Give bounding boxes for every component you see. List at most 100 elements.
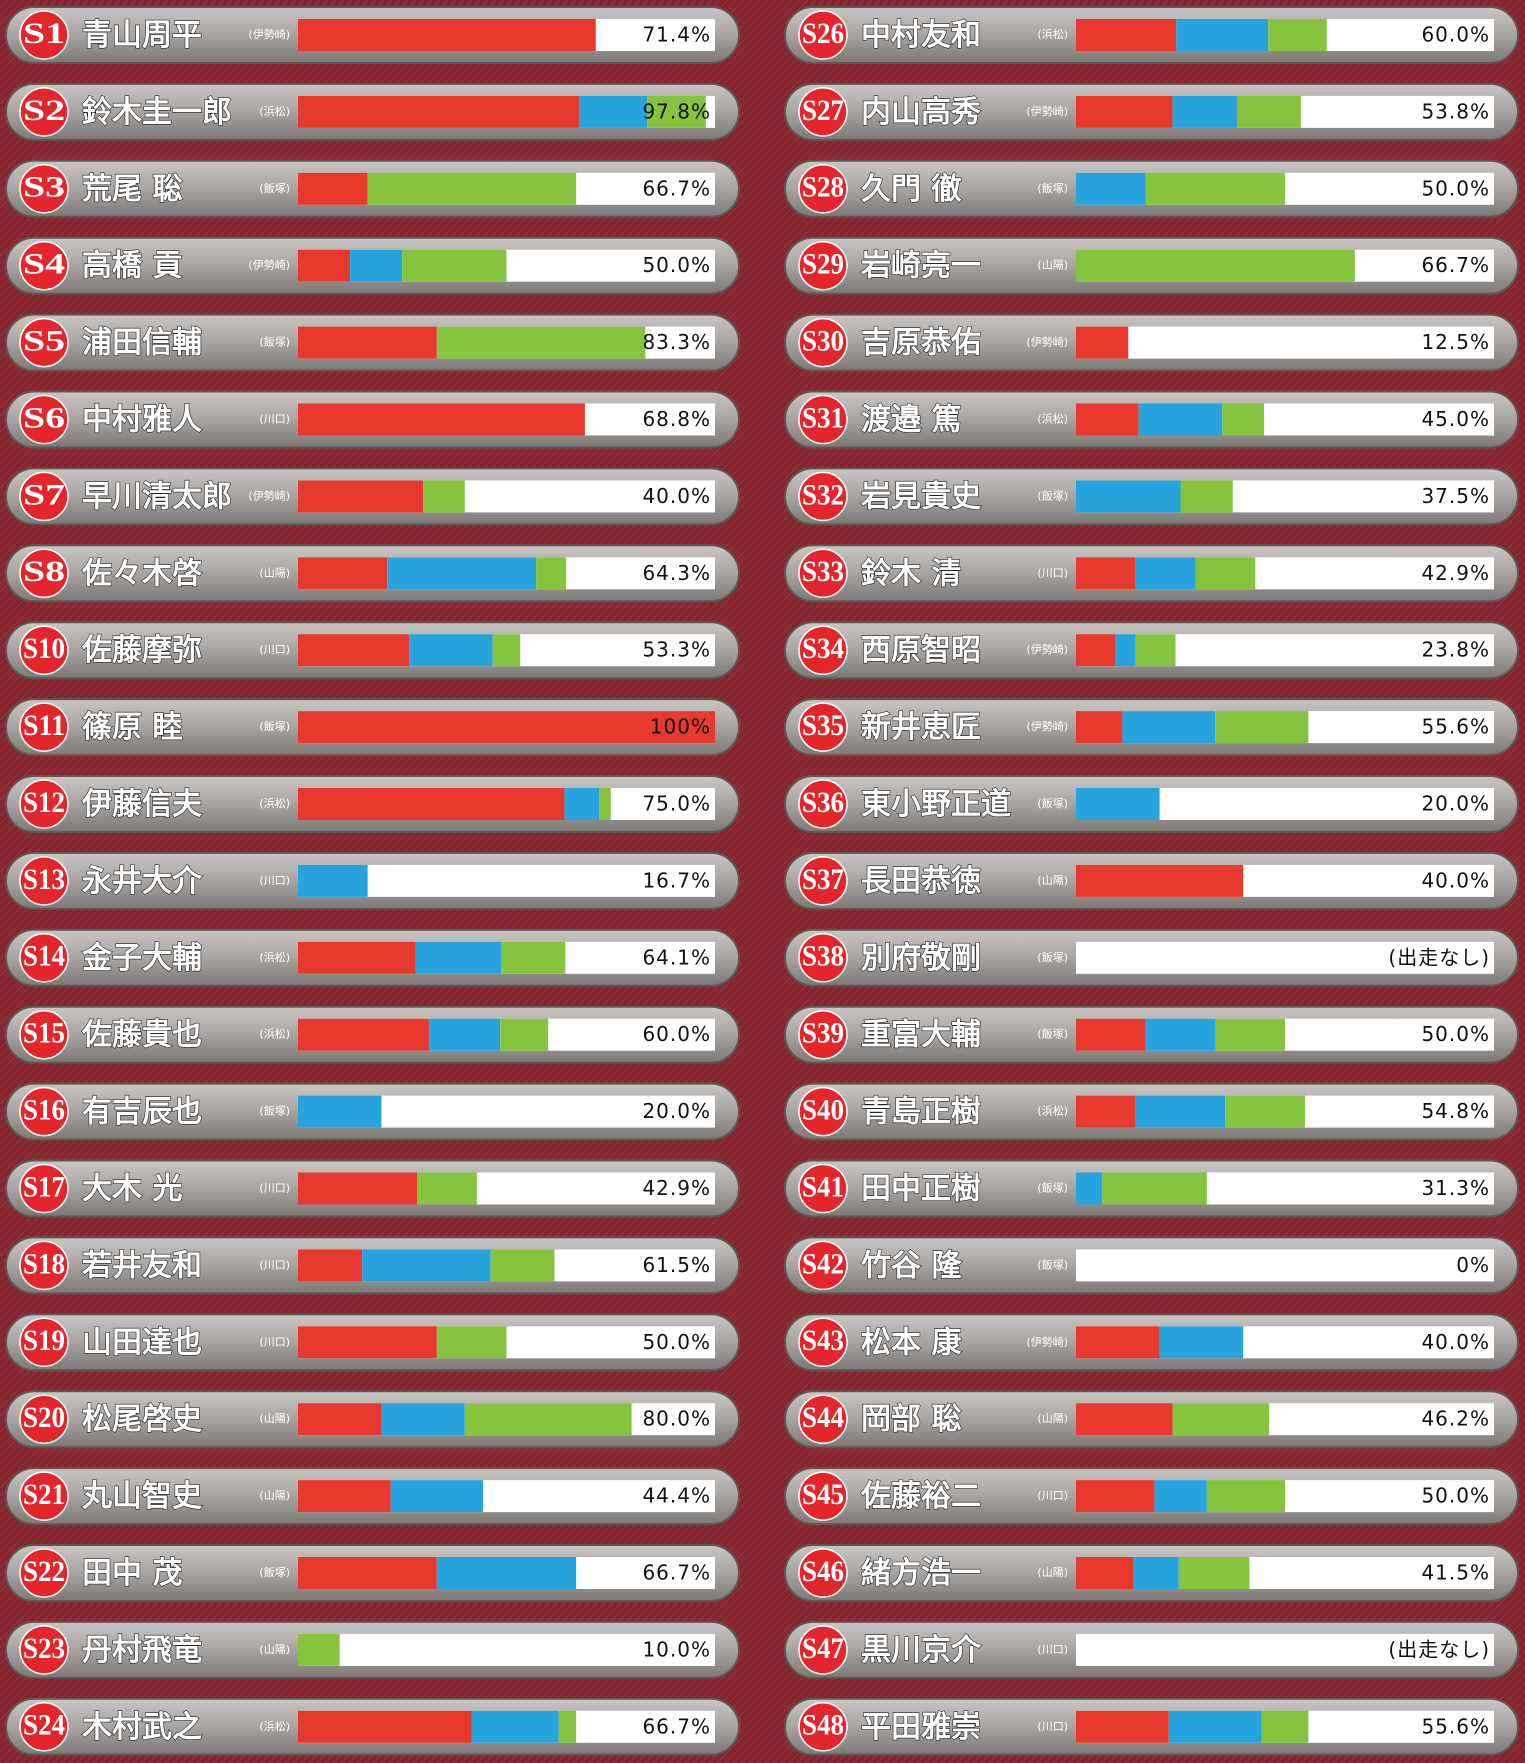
bar-segment xyxy=(387,557,537,590)
bar-segment xyxy=(1215,711,1309,744)
badge xyxy=(19,1471,69,1521)
rider-name: 東小野正道 xyxy=(861,787,1011,822)
total-label: 53.3% xyxy=(642,638,711,662)
bar-segment xyxy=(402,249,507,282)
bar-segment xyxy=(415,941,502,974)
branch: (川口) xyxy=(259,643,290,656)
rider-id: S27 xyxy=(802,94,844,127)
rider-name: 長田恭徳 xyxy=(861,864,981,899)
rider-name: 中村友和 xyxy=(861,18,981,53)
badge xyxy=(19,1163,69,1214)
total-label: 54.8% xyxy=(1421,1099,1490,1123)
bar-segment xyxy=(1133,1557,1179,1589)
badge xyxy=(798,779,848,829)
rider-name: 伊藤信夫 xyxy=(81,787,203,822)
badge xyxy=(19,779,69,829)
bar-segment xyxy=(501,941,566,974)
bar-segment xyxy=(1076,1403,1173,1436)
rider-id: S41 xyxy=(802,1170,844,1203)
bar-segment xyxy=(1076,1095,1136,1128)
badge xyxy=(19,87,69,137)
total-label: (出走なし) xyxy=(1388,1637,1490,1661)
bar-segment xyxy=(298,19,596,51)
badge xyxy=(798,164,848,214)
rider-name: 篠原 睦 xyxy=(82,710,182,745)
rider-id: S30 xyxy=(802,324,844,357)
bar-segment xyxy=(298,1557,437,1589)
bar-segment xyxy=(1076,95,1173,128)
total-label: 10.0% xyxy=(642,1637,711,1661)
bar-segment xyxy=(298,1633,340,1666)
badge xyxy=(798,625,848,675)
bar-segment xyxy=(1135,634,1176,667)
bar-segment xyxy=(350,249,403,282)
bar-segment xyxy=(1261,1710,1309,1743)
bar-segment xyxy=(1115,634,1136,667)
badge xyxy=(19,1702,69,1752)
total-label: 40.0% xyxy=(1421,868,1490,892)
bar-segment xyxy=(1145,1018,1216,1051)
branch: (飯塚) xyxy=(1037,488,1068,502)
badge xyxy=(19,394,69,445)
branch: (山陽) xyxy=(259,1412,290,1425)
bar-segment xyxy=(564,788,600,820)
badge xyxy=(19,1625,69,1675)
badge xyxy=(19,1086,69,1137)
bar-segment xyxy=(298,403,585,436)
total-label: 40.0% xyxy=(1421,1330,1490,1354)
branch: (山陽) xyxy=(259,566,290,579)
badge xyxy=(19,317,69,368)
branch: (川口) xyxy=(259,874,290,887)
branch: (飯塚) xyxy=(1037,1257,1068,1271)
bar-segment xyxy=(298,480,424,513)
rider-name: 高橋 貢 xyxy=(82,249,182,284)
rider-id: S7 xyxy=(23,478,65,511)
bar-segment xyxy=(1076,1018,1146,1051)
bar-segment xyxy=(599,788,611,820)
branch: (川口) xyxy=(1037,1720,1068,1733)
bar-segment xyxy=(436,1557,577,1589)
branch: (浜松) xyxy=(259,104,290,118)
rider-id: S1 xyxy=(23,17,65,50)
bar-segment xyxy=(298,634,410,667)
rider-name: 佐々木啓 xyxy=(81,556,202,591)
rider-name: 松本 康 xyxy=(861,1325,962,1360)
bar-segment xyxy=(381,1403,465,1436)
bar-segment xyxy=(298,941,416,974)
total-label: 66.7% xyxy=(642,1561,711,1585)
rider-name: 山田達也 xyxy=(82,1325,202,1360)
total-label: 20.0% xyxy=(642,1099,711,1123)
bar-segment xyxy=(298,249,351,282)
rider-id: S29 xyxy=(802,248,844,281)
rider-id: S33 xyxy=(802,555,844,588)
bar-segment xyxy=(1135,557,1196,590)
rider-id: S28 xyxy=(802,171,844,204)
branch: (川口) xyxy=(259,1258,290,1271)
branch: (川口) xyxy=(259,1335,290,1348)
bar-segment xyxy=(1206,1480,1285,1513)
bar-segment xyxy=(1076,557,1136,590)
bar-segment xyxy=(298,788,565,820)
bar-segment xyxy=(1102,1172,1207,1205)
rider-name: 別府敬剛 xyxy=(861,941,981,976)
bar-segment xyxy=(1076,1557,1134,1589)
rider-id: S19 xyxy=(23,1324,65,1357)
bar-segment xyxy=(558,1710,577,1743)
bar-segment xyxy=(536,557,567,590)
branch: (伊勢崎) xyxy=(248,258,290,272)
bar-segment xyxy=(298,1403,382,1436)
total-label: 64.3% xyxy=(642,561,711,585)
rider-name: 重富大輔 xyxy=(861,1018,981,1053)
badge xyxy=(798,1471,848,1521)
bar-segment xyxy=(1168,1710,1262,1743)
bar-segment xyxy=(298,557,388,590)
bar-segment xyxy=(1076,711,1123,744)
bar-segment xyxy=(298,1710,472,1743)
rider-name: 木村武之 xyxy=(81,1710,202,1745)
rider-name: 緒方浩一 xyxy=(861,1556,981,1591)
total-label: 75.0% xyxy=(642,792,711,816)
branch: (川口) xyxy=(259,413,290,426)
rider-name: 荒尾 聡 xyxy=(82,172,182,207)
total-label: 53.8% xyxy=(1421,99,1490,123)
badge xyxy=(798,471,848,522)
